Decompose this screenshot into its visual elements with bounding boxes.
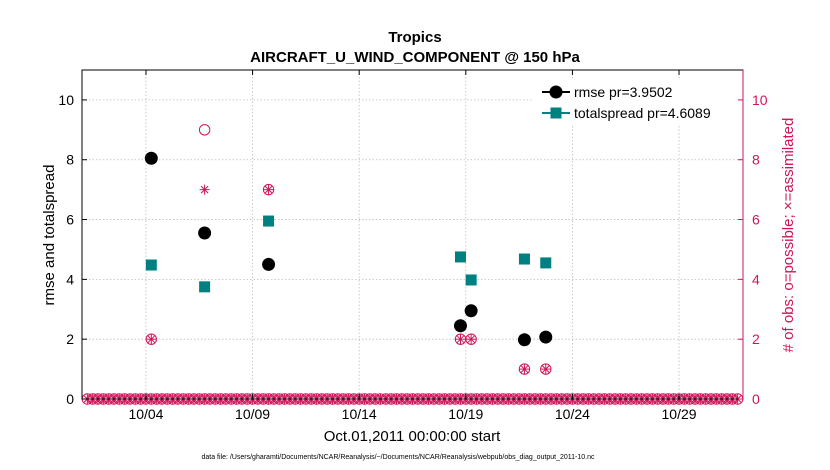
x-tick-label: 10/19 [448,406,483,422]
y-tick-label: 10 [58,92,74,108]
x-tick-label: 10/29 [662,406,697,422]
y2-tick-label: 2 [752,331,760,347]
rmse-point [144,151,158,165]
plot-area [82,70,743,399]
obs-possible-marker [540,363,552,375]
series-markers [144,151,553,347]
chart-title: Tropics [388,29,441,46]
obs-assimilated-marker [199,184,210,195]
star-stroke [264,185,273,194]
obs-assimilated-marker [146,334,157,345]
obs-assimilated-marker [466,334,477,345]
obs-assimilated-marker [263,184,274,195]
y2-axis-label: # of obs: o=possible; ×=assimilated [780,118,797,353]
obs-possible-marker [145,333,157,345]
totalspread-point [540,257,552,269]
x-tick-label: 10/24 [555,406,590,422]
star-stroke [200,185,209,194]
obs-assimilated-marker [455,334,466,345]
x-tick-label: 10/04 [128,406,163,422]
y-tick-label: 8 [66,152,74,168]
rmse-point [539,330,553,344]
totalspread-point [199,281,211,293]
obs-possible-marker [518,363,531,375]
legend-box [532,80,738,124]
obs-possible-marker [198,124,211,136]
totalspread-point [518,253,530,265]
obs-possible-marker [465,333,477,345]
x-axis-label: Oct.01,2011 00:00:00 start [324,428,501,445]
rmse-point [517,333,531,347]
totalspread-point [454,251,466,263]
obs-markers [145,124,552,375]
star-stroke [520,365,529,373]
rmse-point [453,319,467,333]
obs-assimilated-marker [540,364,551,375]
legend-spread-marker [550,107,562,119]
star-stroke [467,335,475,344]
x-tick-label: 10/14 [342,406,377,422]
chart-subtitle: AIRCRAFT_U_WIND_COMPONENT @ 150 hPa [250,49,580,66]
rmse-point [464,304,478,318]
y-tick-label: 0 [66,391,74,407]
y-axis-label: rmse and totalspread [41,165,58,306]
totalspread-point [465,274,477,286]
legend-rmse-label: rmse pr=3.9502 [574,84,673,100]
rmse-point [198,226,212,240]
obs-assimilated-marker [519,364,530,375]
legend-spread-label: totalspread pr=4.6089 [574,105,711,121]
x-tick-label: 10/09 [235,406,270,422]
legend-rmse-marker [549,85,563,99]
star-stroke [147,335,156,344]
footnote: data file: /Users/gharamti/Documents/NCA… [201,454,595,461]
totalspread-point [145,259,157,271]
legend: rmse pr=3.9502 totalspread pr=4.6089 [532,80,738,124]
y-tick-label: 2 [66,331,74,347]
y-tick-label: 4 [66,271,74,287]
y-tick-label: 6 [66,212,74,228]
y2-tick-label: 8 [752,152,760,168]
obs-possible-marker [262,183,275,196]
totalspread-point [263,215,275,227]
axis-ticks: 10/04 10/09 10/14 10/19 10/24 10/29 0 0 2 2 4 4 6 6 8 8… [58,70,768,422]
star-stroke [456,335,465,344]
star-stroke [541,365,550,373]
y2-tick-label: 4 [752,271,760,287]
y2-tick-label: 10 [752,92,768,108]
y2-tick-label: 0 [752,391,760,407]
y2-tick-label: 6 [752,212,760,228]
rmse-point [262,257,276,271]
